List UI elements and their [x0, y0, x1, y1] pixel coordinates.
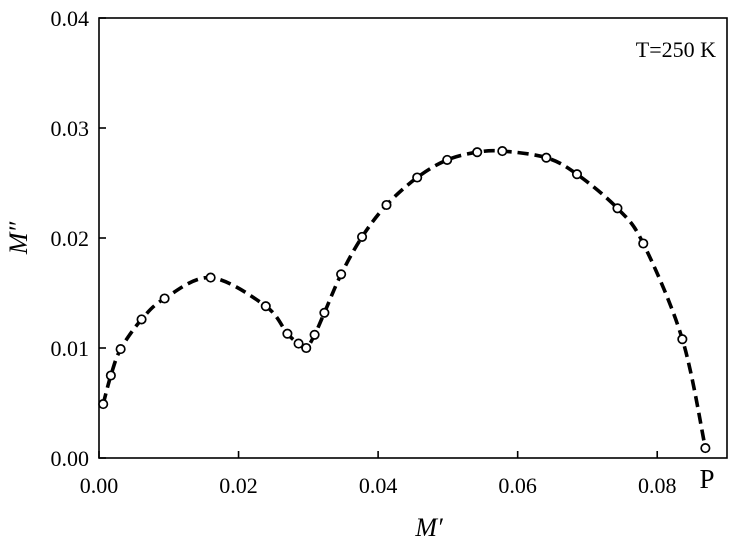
- data-point-marker: [677, 334, 688, 345]
- data-point-marker: [159, 293, 170, 304]
- data-point-marker: [319, 307, 330, 318]
- endpoint-label-p: P: [699, 464, 714, 494]
- data-point-marker: [336, 269, 347, 280]
- data-point-marker: [638, 238, 649, 249]
- x-tick-label: 0.06: [498, 473, 537, 498]
- y-tick-label: 0.02: [51, 226, 90, 251]
- data-curve-dashed: [101, 148, 708, 449]
- data-point-marker: [105, 370, 116, 381]
- data-point-marker: [260, 301, 271, 312]
- y-axis-ticks: [99, 17, 106, 459]
- data-point-markers: [98, 146, 711, 454]
- x-axis-label: M′: [414, 513, 443, 542]
- data-point-marker: [571, 169, 583, 180]
- data-point-marker: [541, 152, 552, 163]
- y-axis-label: M″: [4, 221, 33, 256]
- data-point-marker: [497, 146, 508, 157]
- data-point-marker: [612, 203, 623, 214]
- x-axis-tick-labels: 0.00 0.02 0.04 0.06 0.08: [80, 473, 677, 498]
- data-point-marker: [98, 399, 109, 410]
- x-tick-label: 0.08: [638, 473, 677, 498]
- data-point-marker: [205, 272, 216, 283]
- x-axis-ticks: [98, 451, 659, 458]
- x-tick-label: 0.02: [219, 473, 258, 498]
- x-tick-label: 0.04: [359, 473, 398, 498]
- data-point-marker: [472, 147, 483, 158]
- data-point-marker: [700, 443, 711, 454]
- data-point-marker: [282, 328, 293, 339]
- y-tick-label: 0.03: [51, 116, 90, 141]
- data-point-marker: [293, 338, 304, 349]
- data-point-marker: [357, 231, 368, 242]
- data-point-marker: [301, 342, 312, 354]
- y-tick-label: 0.00: [51, 446, 90, 471]
- y-tick-label: 0.04: [51, 6, 90, 31]
- data-point-marker: [309, 329, 320, 340]
- data-point-marker: [115, 344, 126, 355]
- x-tick-label: 0.00: [80, 473, 119, 498]
- temperature-annotation: T=250 K: [636, 37, 716, 62]
- y-axis-tick-labels: 0.00 0.01 0.02 0.03 0.04: [51, 6, 90, 471]
- data-point-marker: [136, 314, 147, 325]
- y-tick-label: 0.01: [51, 336, 90, 361]
- data-point-marker: [442, 154, 453, 165]
- data-point-marker: [412, 172, 423, 183]
- data-point-marker: [381, 199, 392, 211]
- plot-border: [98, 17, 728, 459]
